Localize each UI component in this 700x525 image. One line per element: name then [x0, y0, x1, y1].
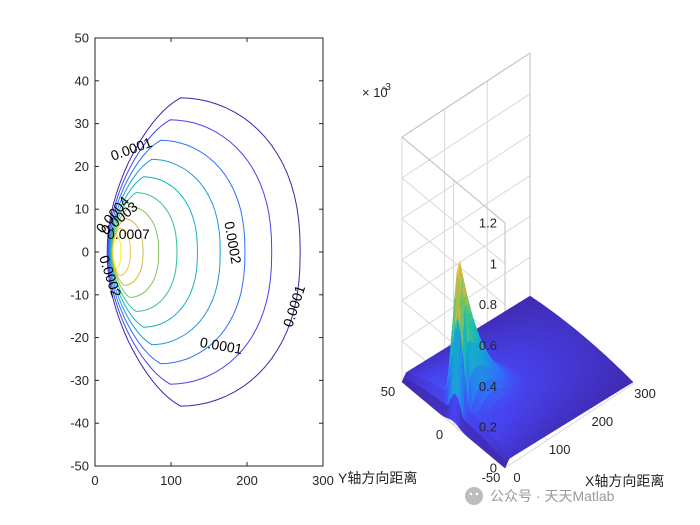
z-scale-exponent: -3 — [382, 82, 391, 93]
contour-y-tick-label: 10 — [75, 202, 89, 217]
wechat-icon-eye-left — [469, 492, 473, 496]
z-tick-label: 0.6 — [479, 338, 497, 353]
z-tick-label: 0.8 — [479, 297, 497, 312]
contour-y-tick-label: -20 — [70, 330, 89, 345]
contour-y-tick-label: -30 — [70, 373, 89, 388]
grid-line-xz — [401, 93, 531, 179]
y-tick-label: 50 — [381, 384, 395, 399]
x-tick-label: 200 — [591, 414, 613, 429]
x-tick-label: 300 — [634, 386, 656, 401]
y-axis-label: Y轴方向距离 — [338, 470, 417, 486]
contour-x-tick-label: 200 — [236, 473, 258, 488]
contour-plot-area — [94, 37, 324, 467]
contour-line — [109, 158, 221, 346]
contour-y-tick-label: -10 — [70, 287, 89, 302]
grid-line-xz — [401, 134, 531, 220]
watermark-text: 公众号 · 天天Matlab — [490, 488, 615, 504]
box-edge — [401, 136, 506, 224]
contour-x-tick-label: 0 — [91, 473, 98, 488]
contour-y-tick-label: 40 — [75, 73, 89, 88]
wechat-icon — [465, 487, 483, 505]
contour-lines — [106, 97, 301, 407]
z-tick-label: 0.2 — [479, 420, 497, 435]
contour-line — [108, 139, 246, 365]
contour-y-tick-label: 50 — [75, 31, 89, 46]
contour-level-label: 0.0002 — [221, 220, 244, 265]
contour-y-tick-label: 20 — [75, 159, 89, 174]
surface-mesh — [401, 261, 634, 469]
contour-line — [112, 235, 122, 269]
grid-line-xz — [401, 215, 531, 301]
z-tick-label: 1.2 — [479, 216, 497, 231]
z-tick-label: 1 — [490, 256, 497, 271]
contour-level-label: 0.0001 — [199, 334, 244, 357]
z-tick-label: 0.4 — [479, 379, 497, 394]
x-tick-label: 100 — [549, 442, 571, 457]
contour-y-tick-label: 0 — [82, 245, 89, 260]
contour-line — [110, 192, 178, 312]
contour-y-tick-label: -50 — [70, 459, 89, 474]
grid-line-y-floor — [504, 383, 634, 469]
contour-x-tick-label: 100 — [160, 473, 182, 488]
box-edge — [401, 52, 531, 138]
surface-patch — [627, 379, 634, 384]
z-scale-base: × 10 — [362, 85, 388, 100]
contour-x-tick-label: 300 — [312, 473, 334, 488]
contour-level-label: 0.0007 — [107, 226, 150, 242]
watermark: 公众号 · 天天Matlab — [465, 487, 615, 505]
contour-y-tick-label: -40 — [70, 416, 89, 431]
contour-line — [107, 119, 273, 385]
contour-y-tick-label: 30 — [75, 116, 89, 131]
contour-line — [110, 176, 199, 328]
x-axis-label: X轴方向距离 — [585, 473, 664, 489]
y-tick-label: -50 — [482, 470, 501, 485]
y-tick-label: 0 — [436, 427, 443, 442]
x-tick-label: 0 — [513, 470, 520, 485]
contour-line — [106, 97, 301, 407]
contour-line — [111, 206, 160, 298]
z-tick-label: 0 — [490, 461, 497, 476]
grid-line-xz — [401, 175, 531, 260]
contour-axes: 0.00010.00010.00010.00020.00020.00070.00… — [70, 31, 334, 489]
wechat-icon-eye-right — [475, 492, 479, 496]
